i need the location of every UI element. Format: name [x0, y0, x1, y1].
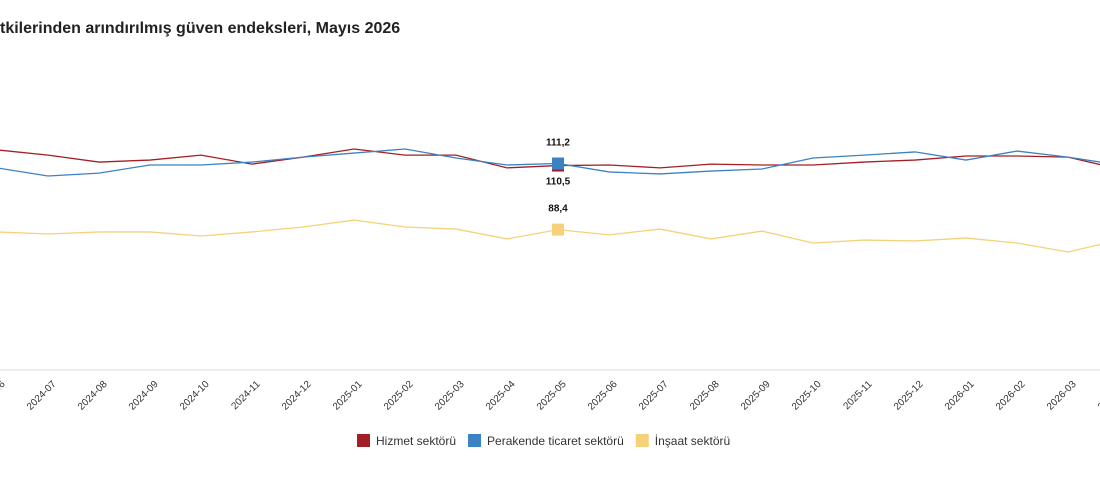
legend-label: İnşaat sektörü — [655, 434, 730, 448]
x-tick-label: 2025-05 — [535, 379, 569, 413]
x-tick-label: 2025-12 — [892, 379, 926, 413]
x-tick-label: 2025-02 — [382, 379, 416, 413]
x-tick-label: 2025-07 — [637, 379, 671, 413]
series-line — [0, 148, 1100, 169]
legend-label: Perakende ticaret sektörü — [487, 434, 624, 448]
x-tick-label: 2025-03 — [433, 379, 467, 413]
x-tick-label: 2026-01 — [943, 379, 977, 413]
value-label: 111,2 — [546, 138, 570, 149]
legend-swatch — [635, 434, 649, 447]
legend-label: Hizmet sektörü — [376, 434, 456, 448]
x-tick-label: 2024-12 — [280, 379, 314, 413]
x-tick-label: 2026-04 — [1096, 379, 1100, 413]
x-tick-label: 2025-09 — [739, 379, 773, 413]
x-tick-label: 2024-07 — [25, 379, 59, 413]
x-tick-label: 2024-09 — [127, 379, 161, 413]
x-tick-label: 2025-06 — [586, 379, 620, 413]
series-line — [0, 148, 1100, 177]
x-tick-label: 2025-11 — [841, 379, 875, 413]
x-tick-label: 2026-02 — [994, 379, 1028, 413]
highlight-marker — [552, 157, 564, 170]
series-line — [0, 219, 1100, 253]
legend-swatch — [357, 434, 370, 447]
legend-swatch — [468, 434, 482, 447]
legend: Hizmet sektörü Perakende ticaret sektörü İ… — [357, 434, 730, 448]
x-tick-label: 2025-10 — [790, 379, 824, 413]
chart-title: tkilerinden arındırılmış güven endeksler… — [0, 20, 400, 37]
x-tick-label: 2024-10 — [178, 379, 212, 413]
value-label: 110,5 — [546, 177, 571, 188]
highlight-marker — [552, 223, 564, 236]
x-tick-label: 2024-06 — [0, 379, 8, 413]
x-tick-label: 2025-01 — [331, 379, 365, 413]
x-tick-label: 2024-08 — [76, 379, 110, 413]
value-label: 88,4 — [548, 204, 568, 215]
x-tick-label: 2025-08 — [688, 379, 722, 413]
x-tick-label: 2024-11 — [229, 379, 263, 413]
x-tick-label: 2025-04 — [484, 379, 518, 413]
x-tick-label: 2026-03 — [1045, 379, 1079, 413]
